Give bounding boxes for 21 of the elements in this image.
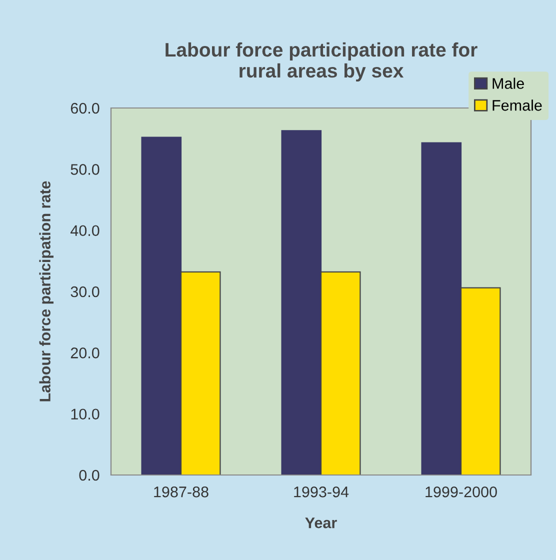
y-tick-label: 20.0 — [70, 348, 100, 358]
bar — [320, 271, 361, 475]
bar — [141, 136, 182, 475]
bar — [180, 271, 221, 475]
chart-title: Labour force participation rate for rural areas by sex — [166, 42, 478, 82]
bar — [281, 130, 322, 475]
y-tick-label: 30.0 — [70, 286, 100, 298]
y-tick-label: 10.0 — [71, 408, 100, 420]
x-tick-label: 1999-2000 — [426, 486, 497, 498]
bar — [421, 142, 462, 475]
x-axis-title: Year — [305, 518, 337, 528]
x-tick-label: 1987-88 — [154, 486, 208, 498]
bar — [460, 287, 501, 475]
y-tick-label: 60.0 — [70, 102, 100, 114]
y-tick-label: 0.0 — [79, 470, 100, 481]
legend-label: Female — [492, 100, 542, 111]
y-axis-title: Labour force participation rate — [39, 181, 54, 402]
y-tick-label: 50.0 — [70, 164, 100, 175]
y-tick-label: 40.0 — [70, 225, 100, 236]
x-tick-label: 1993-94 — [294, 486, 349, 498]
legend-label: Male — [492, 78, 524, 89]
